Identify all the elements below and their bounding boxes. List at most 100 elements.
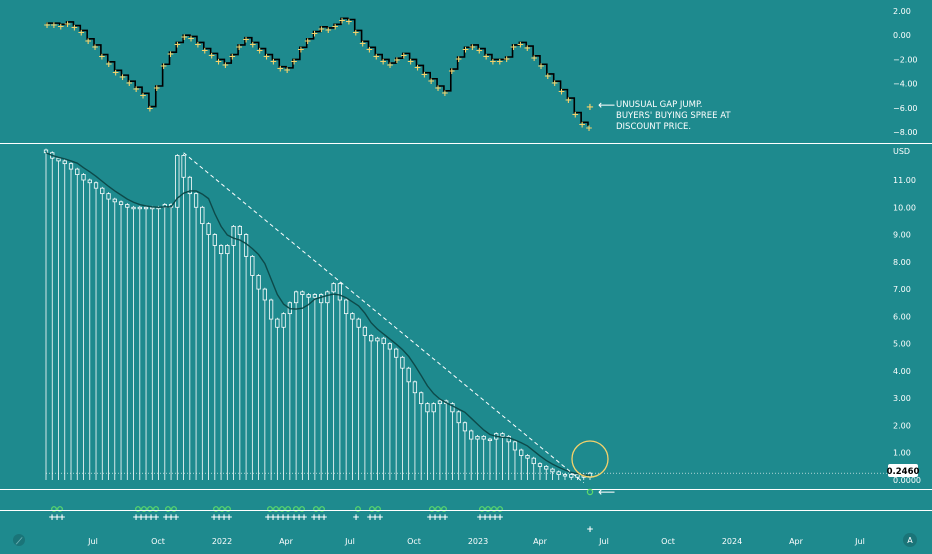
signal-ring <box>219 506 225 512</box>
price-label: 0.2460 <box>887 464 919 477</box>
candle-body <box>350 313 355 320</box>
candle-body <box>237 225 242 235</box>
candle-body <box>406 367 411 383</box>
candle-body <box>256 275 261 290</box>
candle-body <box>556 471 561 475</box>
osc-point: + <box>249 40 257 50</box>
candle-body <box>331 283 336 293</box>
signal-ring-latest <box>586 488 594 496</box>
candle-body <box>481 435 486 440</box>
signal-ring <box>267 506 273 512</box>
candle-body <box>112 198 117 203</box>
osc-point: + <box>379 57 387 67</box>
osc-point: + <box>64 20 72 30</box>
x-tick-label: 2022 <box>212 537 232 546</box>
highlight-circle <box>571 440 609 478</box>
x-tick-label: Jul <box>344 537 355 546</box>
signal-plus: + <box>310 513 318 523</box>
candle-body <box>206 223 211 235</box>
signal-ring <box>285 506 291 512</box>
candle-body <box>275 318 280 328</box>
osc-point: + <box>187 34 195 44</box>
candle-body <box>362 326 368 336</box>
price-y-tick-label: 1.00 <box>893 449 911 458</box>
osc-point: + <box>386 61 394 71</box>
candle-body <box>325 291 330 304</box>
candle-body <box>231 225 236 246</box>
osc-y-tick-label: 2.00 <box>893 7 911 16</box>
osc-point: + <box>572 111 580 121</box>
osc-point: + <box>228 53 236 63</box>
osc-series-line <box>46 17 589 126</box>
osc-y-tick-label: −2.00 <box>893 55 918 64</box>
candle-body <box>356 318 361 328</box>
price-y-tick-label: 0.0000 <box>893 476 921 485</box>
candle-body <box>81 174 86 181</box>
signal-ring <box>429 506 435 512</box>
osc-point: + <box>359 39 367 49</box>
signal-plus: + <box>225 513 233 523</box>
osc-point: + <box>283 66 291 76</box>
osc-point: + <box>112 68 120 78</box>
signal-plus: + <box>491 513 499 523</box>
x-tick-label: 2023 <box>468 537 488 546</box>
signal-plus: + <box>53 513 61 523</box>
osc-point: + <box>215 57 223 67</box>
auto-scale-icon[interactable]: A <box>903 533 917 547</box>
price-pane: USD 11.00 10.00 9.00 8.00 7.00 6.00 5.00 4.00 3.0… <box>43 147 921 485</box>
auto-scale-circle[interactable] <box>903 533 917 547</box>
candle-body <box>412 381 418 394</box>
signal-plus: + <box>290 513 298 523</box>
candle-body <box>62 160 67 165</box>
osc-point: + <box>84 37 92 47</box>
signal-ring <box>135 506 141 512</box>
candle-body <box>550 468 555 473</box>
signal-ring <box>293 506 299 512</box>
candle-body <box>431 403 436 413</box>
annotation-line-3: DISCOUNT PRICE. <box>616 122 691 132</box>
signals-pane: +++ +++++ +++ ++++ ++++++++ +++ + +++ ++++ ++++++ <box>48 488 594 535</box>
osc-point: + <box>537 62 545 72</box>
osc-point: + <box>414 63 422 73</box>
signal-plus: + <box>274 513 282 523</box>
osc-point: + <box>455 55 463 65</box>
osc-y-tick-label: −6.00 <box>893 104 918 113</box>
osc-point: + <box>50 21 58 31</box>
osc-point: + <box>43 21 51 31</box>
oscillator-pane: 2.000.00−2.00−4.00−6.00−8.00+ + + + + ++++++ +… <box>43 7 917 137</box>
candle-body <box>394 348 399 358</box>
osc-point: + <box>462 45 470 55</box>
candle-body <box>87 179 92 184</box>
signal-ring <box>299 506 305 512</box>
candle-body <box>400 356 405 369</box>
osc-point: + <box>510 43 518 53</box>
price-y-tick-label: 6.00 <box>893 312 911 321</box>
price-y-tick-label: 8.00 <box>893 258 911 267</box>
signal-plus: + <box>172 513 180 523</box>
tradingview-logo: ⟋ <box>13 534 25 547</box>
x-tick-label: Apr <box>533 537 548 546</box>
candle-body <box>369 335 374 342</box>
signal-plus: + <box>210 513 218 523</box>
candle-body <box>93 182 99 189</box>
candle-body <box>56 157 61 162</box>
x-tick-label: Jul <box>87 537 98 546</box>
osc-point: + <box>345 18 353 28</box>
osc-point: + <box>448 67 456 77</box>
signal-ring <box>141 506 147 512</box>
signal-ring <box>369 506 375 512</box>
signal-ring <box>213 506 219 512</box>
osc-point: + <box>78 28 86 38</box>
price-y-tick-label: 4.00 <box>893 367 911 376</box>
signal-ring <box>51 506 57 512</box>
osc-point: + <box>119 73 127 83</box>
signal-ring <box>57 506 63 512</box>
price-y-tick-label: 10.00 <box>893 203 916 212</box>
osc-point: + <box>393 56 401 66</box>
candle-body <box>462 422 468 432</box>
currency-label: USD <box>893 147 910 156</box>
candle-body <box>218 245 224 255</box>
signal-plus: + <box>486 513 494 523</box>
candle-body <box>531 457 536 465</box>
